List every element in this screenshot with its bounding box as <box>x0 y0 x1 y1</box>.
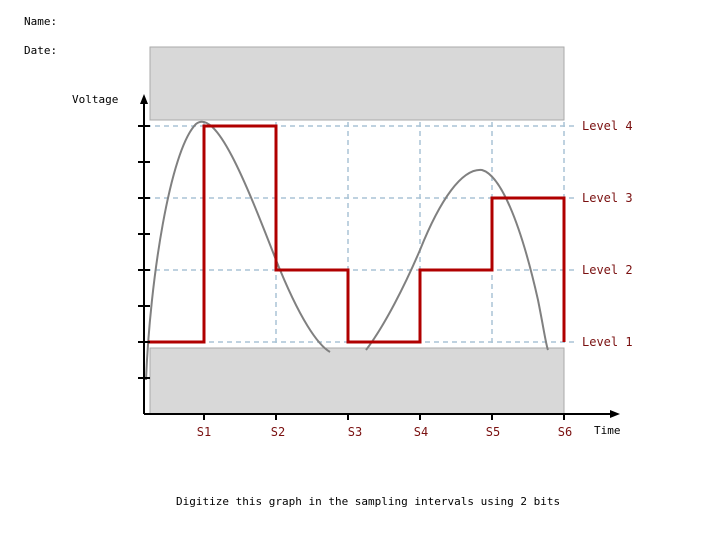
lower-shaded-band <box>149 347 565 415</box>
y-axis-ticks <box>138 125 150 379</box>
sample-label-s3: S3 <box>348 425 362 439</box>
upper-shaded-band <box>149 46 565 121</box>
level-3-label: Level 3 <box>582 191 633 205</box>
name-label: Name: <box>24 15 58 28</box>
level-4-label: Level 4 <box>582 119 633 133</box>
axes <box>143 100 612 415</box>
sample-label-s2: S2 <box>271 425 285 439</box>
x-axis-arrowhead <box>610 410 620 418</box>
instruction-text: Digitize this graph in the sampling inte… <box>176 495 561 508</box>
sample-label-s4: S4 <box>414 425 428 439</box>
sample-label-s6: S6 <box>558 425 572 439</box>
sample-label-s1: S1 <box>197 425 211 439</box>
sample-label-s5: S5 <box>486 425 500 439</box>
y-axis-arrowhead <box>140 94 148 104</box>
time-axis-label: Time <box>594 424 621 437</box>
grid <box>146 122 578 346</box>
level-1-label: Level 1 <box>582 335 633 349</box>
analog-signal-curve <box>145 120 549 381</box>
level-2-label: Level 2 <box>582 263 633 277</box>
digital-signal-line <box>148 124 566 344</box>
date-label: Date: <box>24 44 58 57</box>
x-axis-ticks <box>203 414 565 420</box>
voltage-axis-label: Voltage <box>72 93 119 106</box>
